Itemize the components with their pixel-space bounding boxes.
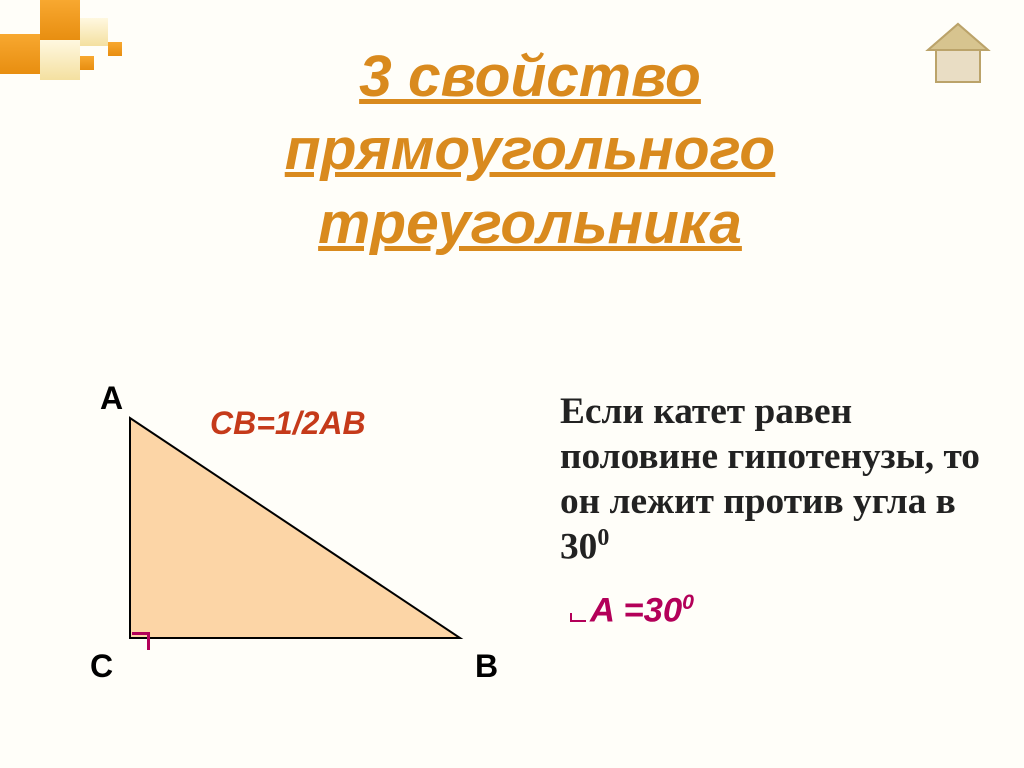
title-line-2: прямоугольного	[285, 117, 776, 182]
vertex-label-a: A	[100, 380, 123, 417]
slide: 3 свойство прямоугольного треугольника A…	[0, 0, 1024, 768]
equation2-superscript: 0	[682, 590, 694, 614]
deco-square	[80, 56, 94, 70]
title-line-1: 3 свойство	[359, 44, 701, 109]
property-statement: Если катет равен половине гипотенузы, то…	[560, 390, 990, 571]
equation1-text: СВ=1/2АВ	[210, 405, 366, 441]
hypotenuse-equation: СВ=1/2АВ	[210, 405, 366, 442]
right-triangle	[130, 418, 460, 638]
deco-square	[80, 18, 108, 46]
home-icon-roof	[928, 24, 988, 50]
deco-square	[40, 40, 80, 80]
right-angle-marker	[132, 632, 150, 650]
corner-squares-decoration	[0, 0, 180, 120]
vertex-label-c: C	[90, 648, 113, 685]
angle-equation: A =300	[570, 590, 694, 631]
home-icon[interactable]	[922, 20, 994, 88]
vertex-label-b: B	[475, 648, 498, 685]
equation2-text: A =30	[590, 592, 682, 630]
title-line-3: треугольника	[318, 191, 742, 256]
deco-square	[40, 0, 80, 40]
angle-symbol-icon	[570, 613, 586, 622]
body-text: Если катет равен половине гипотенузы, то…	[560, 391, 980, 568]
body-superscript: 0	[597, 525, 609, 551]
deco-square	[0, 34, 40, 74]
slide-title: 3 свойство прямоугольного треугольника	[170, 40, 890, 260]
deco-square	[108, 42, 122, 56]
